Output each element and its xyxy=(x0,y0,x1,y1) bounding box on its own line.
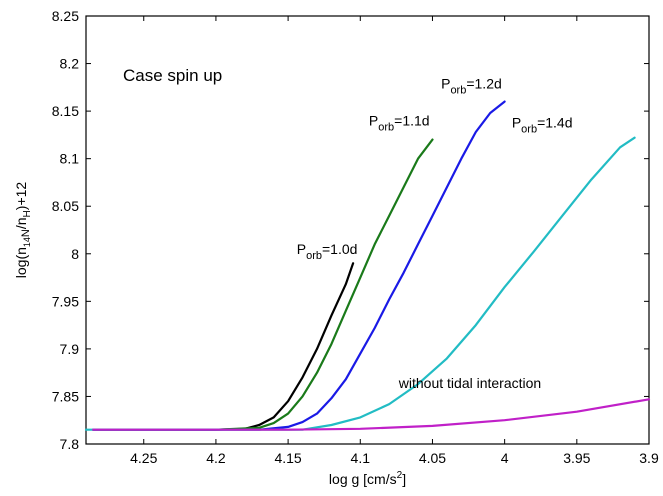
series-line-5 xyxy=(92,398,651,431)
x-axis-title: log g [cm/s2] xyxy=(329,470,406,487)
y-tick-label: 7.8 xyxy=(60,436,80,452)
plot-frame xyxy=(85,15,650,445)
y-tick-labels: 7.8 7.85 7.9 7.95 8 8.05 8.1 8.15 8.2 8.25 xyxy=(52,8,79,452)
x-tick-label: 4.25 xyxy=(130,450,157,466)
y-tick-label: 7.85 xyxy=(52,388,79,404)
x-axis-title-end: ] xyxy=(402,471,406,487)
y-tick-label: 8.1 xyxy=(60,151,80,167)
annotation-1: Porb=1.0d xyxy=(297,241,358,262)
x-tick-label: 4 xyxy=(501,450,509,466)
y-axis-title-s1: 14 xyxy=(22,237,32,247)
x-axis-title-sup: 2 xyxy=(397,470,403,481)
x-tick-label: 4.15 xyxy=(274,450,301,466)
y-axis-title: log(n14N/nH)+12 xyxy=(13,182,33,279)
annotation-5: without tidal interaction xyxy=(398,375,541,391)
y-tick-label: 7.9 xyxy=(60,341,80,357)
y-axis-title-p1: log(n xyxy=(13,247,29,278)
case-label: Case spin up xyxy=(123,66,222,85)
annotation-2: Porb=1.1d xyxy=(369,112,430,133)
y-tick-label: 8.2 xyxy=(60,56,80,72)
series-line-2 xyxy=(92,138,434,431)
y-axis-title-p2: N xyxy=(20,229,32,237)
y-axis-title-p3: /n xyxy=(13,217,29,229)
series-line-4 xyxy=(84,136,636,431)
series-lines xyxy=(84,100,651,431)
y-tick-label: 8 xyxy=(71,246,79,262)
y-tick-label: 8.05 xyxy=(52,198,79,214)
tick-marks xyxy=(86,15,650,445)
annotation-4: Porb=1.4d xyxy=(512,114,573,135)
y-tick-label: 8.15 xyxy=(52,103,79,119)
x-tick-label: 3.9 xyxy=(639,450,659,466)
x-tick-labels: 4.25 4.2 4.15 4.1 4.05 4 3.95 3.9 xyxy=(130,450,659,466)
x-tick-label: 4.2 xyxy=(206,450,226,466)
y-axis-title-p4: )+12 xyxy=(13,182,29,211)
annotation-3: Porb=1.2d xyxy=(441,75,502,96)
series-annotations: Porb=1.0d Porb=1.1d Porb=1.2d Porb=1.4d with… xyxy=(297,75,573,391)
x-tick-label: 4.1 xyxy=(351,450,371,466)
x-tick-label: 4.05 xyxy=(419,450,446,466)
x-tick-label: 3.95 xyxy=(563,450,590,466)
series-line-3 xyxy=(92,100,506,431)
y-tick-label: 7.95 xyxy=(52,293,79,309)
x-axis-title-main: log g [cm/s xyxy=(329,471,397,487)
y-axis-title-s2: H xyxy=(22,210,33,217)
y-tick-label: 8.25 xyxy=(52,8,79,24)
